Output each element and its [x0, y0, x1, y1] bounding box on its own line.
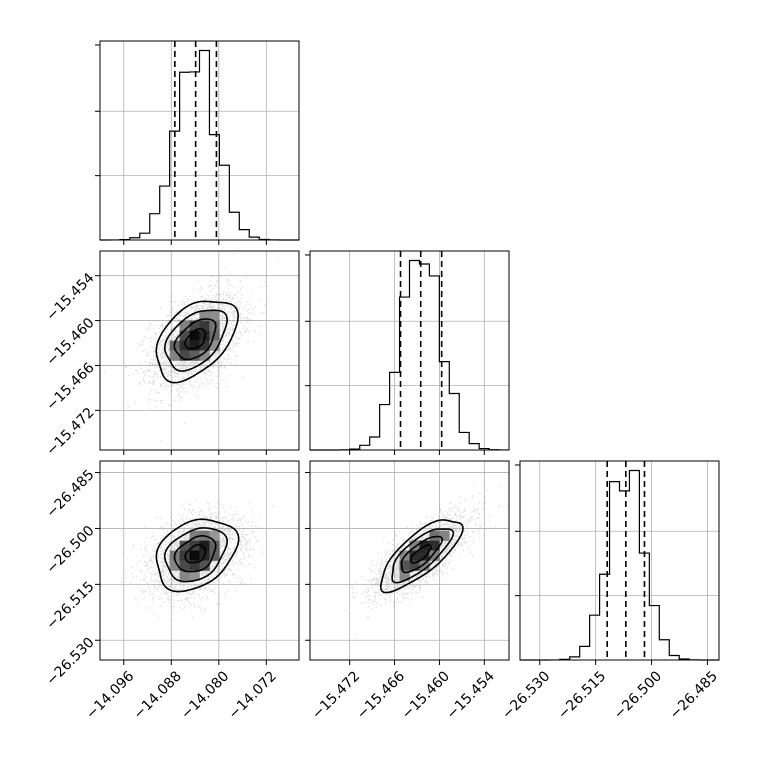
density-cell: [419, 550, 430, 561]
density-cell: [409, 540, 420, 551]
x-tick-label: −15.466: [354, 668, 408, 722]
scatter-panel-1-2: [309, 460, 510, 661]
density-layer: [104, 253, 279, 442]
density-cell: [189, 350, 200, 361]
x-tick-label: −15.460: [399, 668, 453, 722]
contour-level-0: [184, 328, 207, 350]
x-tick-label: −15.472: [309, 668, 363, 722]
scatter-panel-0-1: [99, 250, 300, 451]
x-tick-label: −14.072: [226, 668, 280, 722]
contour-level-0: [184, 543, 207, 564]
density-cell: [199, 560, 210, 571]
histogram-step-1: [310, 259, 510, 451]
contour-level-1: [173, 534, 217, 573]
density-cell: [209, 320, 220, 331]
x-tick-label: −14.096: [83, 668, 137, 722]
density-cell: [169, 560, 180, 571]
contour-level-2: [163, 527, 229, 583]
contour-level-2: [164, 309, 229, 372]
density-layer: [345, 481, 508, 636]
density-cell: [199, 310, 210, 321]
density-cell: [199, 320, 210, 331]
histogram-panel-0: [95, 40, 300, 241]
x-tick-label: −26.515: [555, 668, 609, 722]
density-cell: [179, 330, 190, 341]
density-cell: [409, 560, 420, 571]
density-cell: [179, 560, 190, 571]
axes-frame: [99, 40, 300, 241]
y-tick-label: −15.454: [43, 270, 97, 324]
density-cell: [399, 570, 410, 581]
density-cell: [189, 330, 200, 341]
density-cell: [439, 530, 450, 541]
contour-level-1: [173, 318, 217, 361]
x-tick-label: −14.080: [178, 668, 232, 722]
contour-level-2: [391, 528, 455, 584]
contour-level-3: [155, 518, 240, 593]
x-tick-label: −15.454: [444, 668, 498, 722]
y-tick-label: −26.515: [43, 579, 97, 633]
y-tick-label: −15.466: [43, 360, 97, 414]
density-cell: [169, 350, 180, 361]
x-tick-label: −14.088: [131, 668, 185, 722]
y-tick-label: −15.460: [43, 315, 97, 369]
axes-frame: [99, 460, 300, 661]
density-cell: [179, 570, 190, 581]
density-cell: [399, 560, 410, 571]
density-cell: [179, 320, 190, 331]
density-cell: [209, 340, 220, 351]
histogram-panel-1: [305, 250, 510, 451]
density-cell: [199, 350, 210, 361]
density-cell: [429, 550, 440, 561]
density-cell: [179, 350, 190, 361]
density-cell: [199, 540, 210, 551]
histogram-step-2: [520, 469, 720, 661]
histogram-panel-2: [515, 460, 720, 661]
density-cell: [189, 340, 200, 351]
density-layer: [120, 499, 274, 621]
density-cell: [209, 310, 220, 321]
y-tick-label: −26.500: [43, 523, 97, 577]
density-cell: [189, 560, 200, 571]
contour-level-3: [379, 519, 464, 594]
axes-frame: [99, 250, 300, 451]
x-tick-label: −26.530: [499, 668, 553, 722]
x-tick-label: −26.500: [611, 668, 665, 722]
density-cell: [189, 530, 200, 541]
density-cell: [199, 340, 210, 351]
histogram-step-0: [99, 49, 300, 241]
density-cell: [209, 330, 220, 341]
axes-frame: [309, 460, 510, 661]
contour-level-3: [155, 300, 239, 384]
density-cell: [209, 530, 220, 541]
contour-level-1: [400, 535, 444, 574]
scatter-panel-0-2: [99, 460, 300, 661]
y-tick-label: −26.485: [43, 467, 97, 521]
y-tick-label: −26.530: [43, 635, 97, 689]
axes-frame: [309, 250, 510, 451]
density-cell: [179, 540, 190, 551]
axes-frame: [519, 460, 720, 661]
density-cell: [429, 530, 440, 541]
x-tick-label: −26.485: [667, 668, 721, 722]
density-cell: [429, 540, 440, 551]
density-cell: [209, 550, 220, 561]
density-cell: [409, 550, 420, 561]
contour-level-0: [409, 544, 432, 564]
density-cell: [419, 560, 430, 571]
density-cell: [189, 570, 200, 581]
density-cell: [189, 550, 200, 561]
y-tick-label: −15.472: [43, 405, 97, 459]
density-cell: [189, 320, 200, 331]
density-cell: [209, 540, 220, 551]
